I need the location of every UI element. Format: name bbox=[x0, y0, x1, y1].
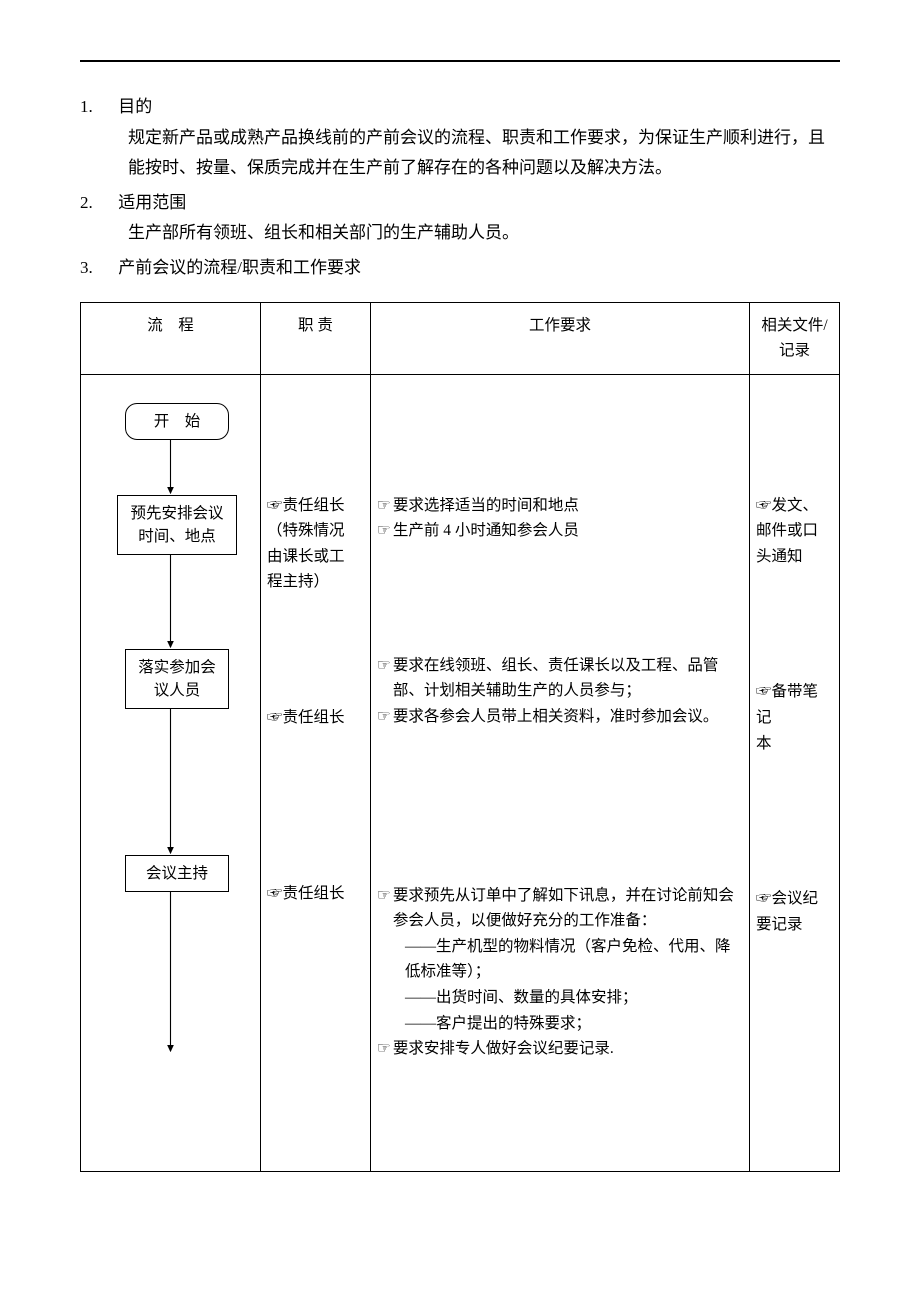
section-3: 3. 产前会议的流程/职责和工作要求 bbox=[80, 253, 840, 284]
pointer-icon: ☞ bbox=[377, 883, 391, 909]
flow-node-attendees: 落实参加会 议人员 bbox=[125, 649, 229, 710]
pointer-icon: ☞ bbox=[377, 493, 391, 519]
flow-label: 议人员 bbox=[154, 682, 201, 699]
req-cell: ☞ 要求选择适当的时间和地点 ☞ 生产前 4 小时通知参会人员 ☞ 要求在线领班… bbox=[371, 374, 750, 1171]
process-table: 流 程 职 责 工作要求 相关文件/记录 bbox=[80, 302, 840, 1172]
flow-label: 会议主持 bbox=[146, 865, 208, 882]
flow-node-host: 会议主持 bbox=[125, 855, 229, 892]
section-num: 1. bbox=[80, 92, 114, 123]
col-req: 工作要求 bbox=[371, 302, 750, 374]
flow-label: 开 始 bbox=[154, 413, 201, 430]
req-subitem: ——出货时间、数量的具体安排； bbox=[377, 985, 743, 1011]
section-1: 1. 目的 规定新产品或成熟产品换线前的产前会议的流程、职责和工作要求，为保证生… bbox=[80, 92, 840, 184]
flow-node-schedule: 预先安排会议 时间、地点 bbox=[117, 495, 237, 556]
doc-item: ☞发文、 邮件或口 头通知 bbox=[756, 493, 833, 570]
section-num: 3. bbox=[80, 253, 114, 284]
flow-label: 时间、地点 bbox=[138, 528, 216, 545]
section-title: 适用范围 bbox=[118, 193, 186, 212]
resp-item: ☞责任组长 bbox=[267, 881, 364, 907]
req-subitem: ——生产机型的物料情况（客户免检、代用、降低标准等）； bbox=[377, 934, 743, 985]
req-item: ☞ 生产前 4 小时通知参会人员 bbox=[377, 518, 743, 544]
numbered-sections: 1. 目的 规定新产品或成熟产品换线前的产前会议的流程、职责和工作要求，为保证生… bbox=[80, 92, 840, 284]
doc-item: ☞备带笔记 本 bbox=[756, 679, 833, 756]
resp-item: ☞责任组长 （特殊情况 由课长或工 程主持） bbox=[267, 493, 364, 595]
flow-label: 预先安排会议 bbox=[130, 505, 223, 522]
req-item: ☞ 要求安排专人做好会议纪要记录. bbox=[377, 1036, 743, 1062]
req-item: ☞ 要求在线领班、组长、责任课长以及工程、品管部、计划相关辅助生产的人员参与； bbox=[377, 653, 743, 704]
table-header-row: 流 程 职 责 工作要求 相关文件/记录 bbox=[81, 302, 840, 374]
resp-item: ☞责任组长 bbox=[267, 705, 364, 731]
req-item: ☞ 要求选择适当的时间和地点 bbox=[377, 493, 743, 519]
flow-node-start: 开 始 bbox=[125, 403, 229, 440]
pointer-icon: ☞ bbox=[377, 518, 391, 544]
col-flow: 流 程 bbox=[81, 302, 261, 374]
flow-label: 落实参加会 bbox=[138, 659, 216, 676]
resp-cell: ☞责任组长 （特殊情况 由课长或工 程主持） ☞责任组长 ☞责任组长 bbox=[261, 374, 371, 1171]
req-item: ☞ 要求各参会人员带上相关资料，准时参加会议。 bbox=[377, 704, 743, 730]
col-doc: 相关文件/记录 bbox=[750, 302, 840, 374]
section-title: 目的 bbox=[118, 97, 152, 116]
section-body: 规定新产品或成熟产品换线前的产前会议的流程、职责和工作要求，为保证生产顺利进行，… bbox=[80, 123, 840, 184]
doc-item: ☞会议纪 要记录 bbox=[756, 886, 833, 937]
table-row: 开 始 预先安排会议 时间、地点 落实参加会 议人员 会议主持 bbox=[81, 374, 840, 1171]
top-rule bbox=[80, 60, 840, 62]
section-num: 2. bbox=[80, 188, 114, 219]
pointer-icon: ☞ bbox=[377, 653, 391, 679]
section-2: 2. 适用范围 生产部所有领班、组长和相关部门的生产辅助人员。 bbox=[80, 188, 840, 249]
docs-cell: ☞发文、 邮件或口 头通知 ☞备带笔记 本 ☞会议纪 要记录 bbox=[750, 374, 840, 1171]
section-body: 生产部所有领班、组长和相关部门的生产辅助人员。 bbox=[80, 218, 840, 249]
flow-cell: 开 始 预先安排会议 时间、地点 落实参加会 议人员 会议主持 bbox=[81, 374, 261, 1171]
pointer-icon: ☞ bbox=[377, 1036, 391, 1062]
col-resp: 职 责 bbox=[261, 302, 371, 374]
req-subitem: ——客户提出的特殊要求； bbox=[377, 1011, 743, 1037]
req-item: ☞ 要求预先从订单中了解如下讯息，并在讨论前知会参会人员，以便做好充分的工作准备… bbox=[377, 883, 743, 934]
pointer-icon: ☞ bbox=[377, 704, 391, 730]
section-title: 产前会议的流程/职责和工作要求 bbox=[118, 258, 361, 277]
